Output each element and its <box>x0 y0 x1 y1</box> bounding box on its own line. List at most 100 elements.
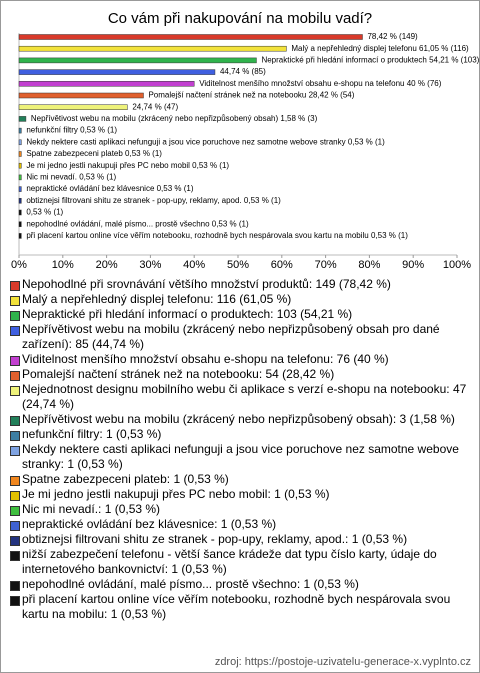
legend-item: Nekdy nektere casti aplikaci nefunguji a… <box>9 442 471 472</box>
x-tick-label: 100% <box>443 259 471 271</box>
value-label: 44,74 % (85) <box>220 67 266 76</box>
bar <box>18 116 27 122</box>
bar <box>18 162 22 169</box>
value-label: při placení kartou online více věřím not… <box>26 231 408 240</box>
legend-swatch <box>10 371 20 381</box>
value-label: Spatne zabezpeceni plateb 0,53 % (1) <box>26 149 162 158</box>
x-tick-label: 70% <box>315 259 337 271</box>
bar <box>18 139 22 146</box>
chart-title: Co vám při nakupování na mobilu vadí? <box>108 10 372 27</box>
legend-swatch <box>10 521 20 531</box>
bar <box>18 151 22 157</box>
value-label: Nepraktické při hledání informací o prod… <box>261 56 479 65</box>
value-label: Je mi jedno jestli nakupuji přes PC nebo… <box>26 161 229 170</box>
legend-swatch <box>10 491 20 501</box>
chart: Co vám při nakupování na mobilu vadí? 0%… <box>11 10 479 271</box>
bar <box>18 57 257 64</box>
legend-item: nepohodlné ovládání, malé písmo... prost… <box>9 577 471 592</box>
legend-label: Je mi jedno jestli nakupuji přes PC nebo… <box>22 487 330 501</box>
legend-label: Nejednotnost designu mobilního webu či a… <box>22 382 467 411</box>
value-label: Viditelnost menšího množství obsahu e-sh… <box>199 79 442 88</box>
value-label: Nepřívětivost webu na mobilu (zkrácený n… <box>31 114 318 123</box>
value-label: 78,42 % (149) <box>367 32 418 41</box>
legend-label: nižší zabezpečení telefonu - větší šance… <box>22 547 437 576</box>
legend-swatch <box>10 416 20 426</box>
legend-item: nefunkční filtry: 1 (0,53 %) <box>9 427 471 442</box>
legend-label: Pomalejší načtení stránek než na noteboo… <box>22 367 335 381</box>
source: zdroj: https://postoje-uzivatelu-generac… <box>214 656 471 668</box>
value-label: Nic mi nevadí. 0,53 % (1) <box>26 173 116 182</box>
legend-item: nepraktické ovládání bez klávesnice: 1 (… <box>9 517 471 532</box>
legend-item: při placení kartou online více věřím not… <box>9 592 471 622</box>
bar <box>18 45 287 52</box>
bar <box>18 221 22 227</box>
legend-swatch <box>10 311 20 321</box>
x-tick-label: 80% <box>358 259 380 271</box>
bar <box>18 174 22 181</box>
legend-swatch <box>10 476 20 486</box>
value-label: nepohodlné ovládání, malé písmo... prost… <box>26 219 249 228</box>
legend-label: Nepraktické při hledání informací o prod… <box>22 307 353 321</box>
value-label: Nekdy nektere casti aplikaci nefunguji a… <box>26 137 385 146</box>
legend-label: nepohodlné ovládání, malé písmo... prost… <box>22 577 359 591</box>
x-tick-label: 0% <box>11 259 27 271</box>
legend-item: obtiznejsi filtrovani shitu ze stranek -… <box>9 532 471 547</box>
legend-swatch <box>10 446 20 456</box>
x-tick-label: 10% <box>52 259 74 271</box>
legend-item: Nepřívětivost webu na mobilu (zkrácený n… <box>9 412 471 427</box>
bar <box>18 69 216 75</box>
legend-label: obtiznejsi filtrovani shitu ze stranek -… <box>22 532 408 546</box>
value-label: nepraktické ovládání bez klávesnice 0,53… <box>26 184 194 193</box>
legend-item: Viditelnost menšího množství obsahu e-sh… <box>9 352 471 367</box>
legend-item: Nepraktické při hledání informací o prod… <box>9 307 471 322</box>
bar <box>18 34 363 40</box>
legend-swatch <box>10 581 20 591</box>
legend-item: Nepohodlné při srovnávání většího množst… <box>9 277 471 292</box>
legend-item: Pomalejší načtení stránek než na noteboo… <box>9 367 471 382</box>
legend-swatch <box>10 356 20 366</box>
legend-label: při placení kartou online více věřím not… <box>22 592 451 621</box>
legend-swatch <box>10 326 20 336</box>
legend-label: Spatne zabezpeceni plateb: 1 (0,53 %) <box>22 472 229 486</box>
bar <box>18 92 144 99</box>
bar <box>18 209 22 216</box>
legend-label: nepraktické ovládání bez klávesnice: 1 (… <box>22 517 277 531</box>
legend: Nepohodlné při srovnávání většího množst… <box>9 277 471 622</box>
legend-label: Nic mi nevadí.: 1 (0,53 %) <box>22 502 161 516</box>
legend-label: Nepřívětivost webu na mobilu (zkrácený n… <box>22 412 455 426</box>
legend-swatch <box>10 296 20 306</box>
legend-label: Nekdy nektere casti aplikaci nefunguji a… <box>22 442 459 471</box>
legend-item: Nic mi nevadí.: 1 (0,53 %) <box>9 502 471 517</box>
bar <box>18 198 22 204</box>
value-label: Pomalejší načtení stránek než na noteboo… <box>148 91 354 100</box>
bar <box>18 127 22 134</box>
value-label: obtiznejsi filtrovani shitu ze stranek -… <box>26 196 281 205</box>
bar <box>18 104 128 110</box>
legend-item: Malý a nepřehledný displej telefonu: 116… <box>9 292 471 307</box>
x-tick-label: 50% <box>227 259 249 271</box>
legend-label: Viditelnost menšího množství obsahu e-sh… <box>22 352 389 366</box>
legend-label: Nepohodlné při srovnávání většího množst… <box>22 277 391 291</box>
legend-item: Nepřívětivost webu na mobilu (zkrácený n… <box>9 322 471 352</box>
value-label: 0,53 % (1) <box>26 208 63 217</box>
bar <box>18 233 22 239</box>
bar <box>18 186 22 192</box>
value-label: Malý a nepřehledný displej telefonu 61,0… <box>291 44 469 53</box>
legend-item: Nejednotnost designu mobilního webu či a… <box>9 382 471 412</box>
legend-swatch <box>10 536 20 546</box>
legend-swatch <box>10 596 20 606</box>
legend-swatch <box>10 506 20 516</box>
legend-label: Malý a nepřehledný displej telefonu: 116… <box>22 292 292 306</box>
legend-swatch <box>10 281 20 291</box>
value-label: 24,74 % (47) <box>132 102 178 111</box>
x-tick-label: 40% <box>183 259 205 271</box>
legend-item: nižší zabezpečení telefonu - větší šance… <box>9 547 471 577</box>
bar <box>18 81 195 87</box>
legend-item: Je mi jedno jestli nakupuji přes PC nebo… <box>9 487 471 502</box>
legend-swatch <box>10 431 20 441</box>
x-tick-label: 30% <box>139 259 161 271</box>
legend-label: nefunkční filtry: 1 (0,53 %) <box>22 427 162 441</box>
x-tick-label: 90% <box>402 259 424 271</box>
legend-swatch <box>10 551 20 561</box>
